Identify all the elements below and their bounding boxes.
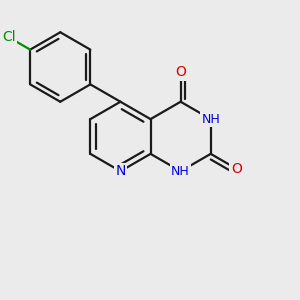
Text: O: O xyxy=(231,162,242,176)
Text: NH: NH xyxy=(201,112,220,126)
Text: Cl: Cl xyxy=(2,31,16,44)
Text: NH: NH xyxy=(171,165,190,178)
Text: N: N xyxy=(115,164,126,178)
Text: O: O xyxy=(175,65,186,79)
